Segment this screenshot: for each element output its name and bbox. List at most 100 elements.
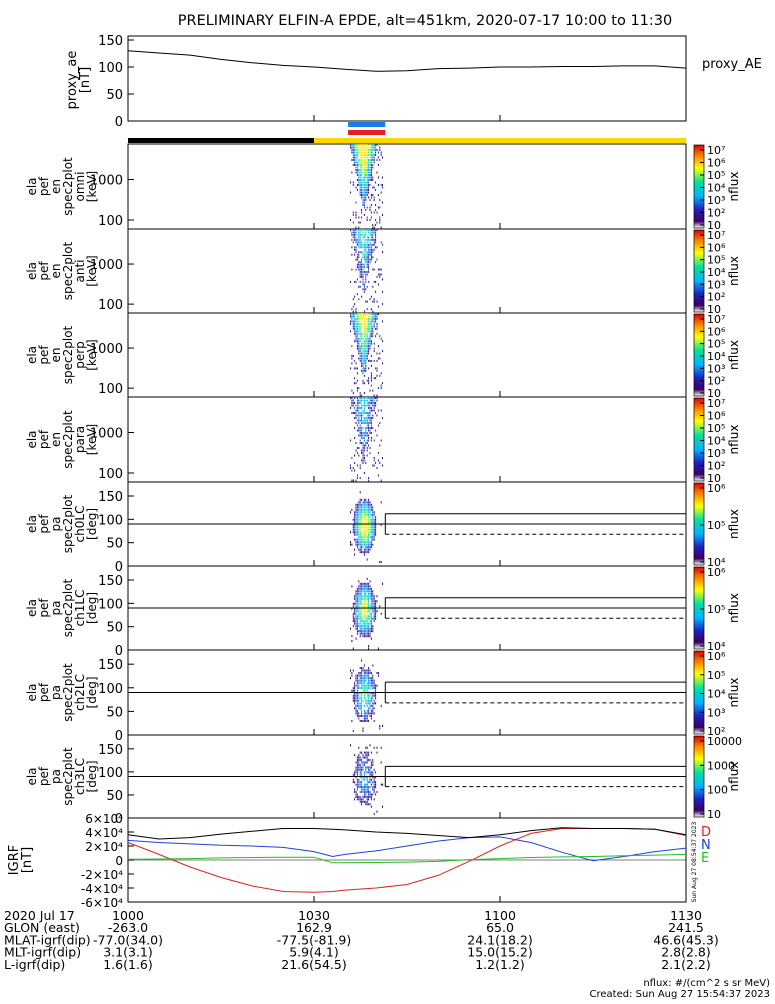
spec-cell: [365, 717, 367, 720]
spec-cell: [362, 756, 364, 759]
spec-cell: [366, 635, 368, 638]
spec-cell: [372, 427, 374, 429]
spec-cell: [358, 714, 360, 717]
spec-cell: [356, 424, 358, 427]
spec-cell: [372, 313, 374, 315]
spec-cell: [352, 298, 354, 301]
spec-ylabel-line: [deg]: [85, 508, 99, 540]
spec-cell: [375, 238, 377, 241]
spec-cell: [362, 531, 364, 534]
spec-cell: [355, 216, 357, 219]
spec-cell: [355, 404, 357, 407]
spec-cell: [372, 597, 374, 600]
spec-cell: [363, 790, 365, 793]
spec-cell: [365, 518, 367, 521]
spec-cell: [361, 156, 363, 159]
spec-cell: [355, 231, 357, 234]
spec-cell: [363, 498, 365, 501]
spec-cell: [366, 717, 368, 720]
colorbar-tick-label: 10: [707, 472, 721, 485]
spec-cell: [352, 687, 354, 690]
spec-cell: [351, 635, 353, 638]
colorbar-tick-label: 10: [707, 303, 721, 316]
spec-cell: [355, 280, 357, 283]
spec-cell: [363, 166, 365, 169]
spec-cell: [356, 786, 358, 789]
spec-cell: [368, 427, 370, 429]
spec-cell: [355, 793, 357, 796]
spec-cell: [355, 332, 357, 335]
spec-cell: [362, 622, 364, 625]
spec-cell: [375, 516, 377, 519]
colorbar-tick-label: 10⁴: [707, 640, 726, 653]
spec-cell: [363, 332, 365, 335]
spec-cell: [363, 679, 365, 682]
spec-cell: [365, 322, 367, 325]
spec-cell: [363, 677, 365, 680]
spec-cell: [355, 768, 357, 771]
spec-cell: [370, 417, 372, 419]
spec-cell: [368, 536, 370, 539]
spec-cell: [366, 447, 368, 449]
spec-cell: [380, 268, 382, 271]
spec-ylabel-line: ela: [25, 599, 39, 617]
spec-cell: [368, 803, 370, 806]
spec-cell: [356, 166, 358, 169]
spec-cell: [356, 347, 358, 350]
spec-cell: [352, 605, 354, 608]
spec-cell: [354, 332, 356, 335]
spec-cell: [370, 216, 372, 219]
spec-cell: [376, 313, 378, 315]
spec-cell: [356, 278, 358, 281]
spec-cell: [380, 501, 382, 504]
spec-cell: [365, 582, 367, 585]
spec-ytick-label: 50: [106, 621, 123, 636]
spec-cell: [363, 191, 365, 194]
spec-cell: [366, 144, 368, 146]
spec-cell: [373, 359, 375, 362]
spec-cell: [351, 268, 353, 271]
igrf-line-E: [127, 853, 687, 864]
spec-cell: [372, 607, 374, 610]
igrf-ytick-label: 0: [115, 854, 123, 868]
xaxis-row-label: 2020 Jul 17: [4, 908, 75, 923]
spec-cell: [373, 620, 375, 623]
spec-cell: [370, 379, 372, 382]
spec-cell: [361, 434, 363, 437]
spec-cell: [354, 161, 356, 164]
spec-cell: [375, 521, 377, 524]
spec-cell: [359, 672, 361, 675]
spec-cell: [370, 402, 372, 404]
spec-cell: [373, 231, 375, 234]
spec-cell: [358, 697, 360, 700]
spec-cell: [370, 384, 372, 387]
spec-cell: [350, 439, 351, 442]
spec-cell: [369, 528, 371, 531]
spec-ytick-label: 150: [98, 574, 123, 589]
spec-cell: [376, 394, 378, 397]
spec-cell: [362, 322, 364, 325]
spec-cell: [362, 620, 364, 623]
spec-cell: [369, 533, 371, 536]
spec-cell: [359, 320, 361, 323]
spec-cell: [370, 793, 372, 796]
spec-cell: [363, 263, 365, 266]
spec-cell: [370, 617, 372, 620]
spec-cell: [362, 444, 364, 447]
spec-cell: [366, 709, 368, 712]
spec-cell: [356, 345, 358, 348]
spec-cell: [365, 795, 367, 798]
spec-cell: [369, 506, 371, 509]
footer-created: Created: Sun Aug 27 15:54:37 2023: [590, 989, 770, 1000]
spec-cell: [361, 803, 363, 806]
spec-cell: [359, 582, 361, 585]
spec-cell: [368, 191, 370, 194]
igrf-ytick-label: -6×10⁴: [81, 896, 123, 910]
spec-cell: [366, 236, 368, 239]
spec-cell: [372, 508, 374, 511]
spec-cell: [352, 399, 354, 402]
spec-cell: [368, 518, 370, 521]
spec-cell: [362, 511, 364, 514]
spec-cell: [362, 516, 364, 519]
